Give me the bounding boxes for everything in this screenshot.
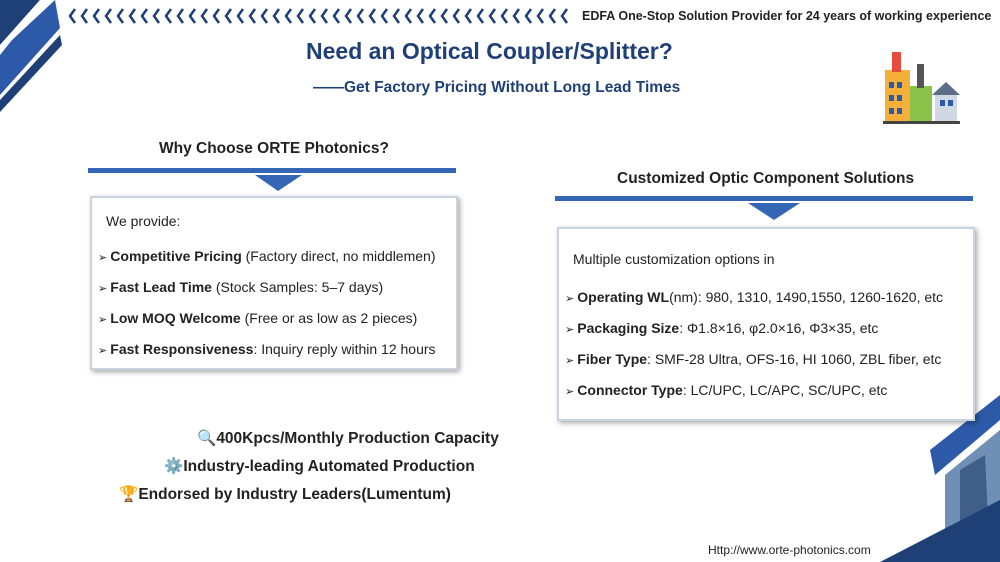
- list-item: ➢ Competitive Pricing (Factory direct, n…: [98, 248, 435, 264]
- intro: We provide:: [106, 213, 181, 229]
- item-detail: (Factory direct, no middlemen): [241, 248, 436, 264]
- chevron: [512, 8, 521, 24]
- chevron: [68, 8, 77, 24]
- item-detail: (Stock Samples: 5–7 days): [211, 279, 384, 295]
- chevron: [392, 8, 401, 24]
- chevron: [224, 8, 233, 24]
- intro: Multiple customization options in: [573, 251, 775, 267]
- tagline: EDFA One-Stop Solution Provider for 24 y…: [582, 9, 992, 23]
- chevron: [320, 8, 329, 24]
- item-label: Fiber Type: [577, 351, 648, 367]
- chevron: [296, 8, 305, 24]
- highlight: 🏆Endorsed by Industry Leaders(Lumentum): [119, 485, 451, 504]
- highlight-text: Endorsed by Industry Leaders(Lumentum): [138, 486, 451, 503]
- chevron: [380, 8, 389, 24]
- item-detail: : Φ1.8×16, φ2.0×16, Φ3×35, etc: [679, 320, 879, 336]
- chevron: [488, 8, 497, 24]
- chevron: [308, 8, 317, 24]
- item-detail: (nm): 980, 1310, 1490,1550, 1260-1620, e…: [669, 289, 944, 305]
- chevron: [440, 8, 449, 24]
- right-box: Multiple customization options in ➢ Oper…: [557, 227, 975, 421]
- chevron: [260, 8, 269, 24]
- item-detail: : SMF-28 Ultra, OFS-16, HI 1060, ZBL fib…: [647, 351, 942, 367]
- chevron: [212, 8, 221, 24]
- item-label: Connector Type: [577, 382, 683, 398]
- highlight: 🔍400Kpcs/Monthly Production Capacity: [197, 429, 499, 448]
- highlight: ⚙️Industry-leading Automated Production: [164, 457, 475, 476]
- chevron: [344, 8, 353, 24]
- bullet: ➢: [565, 355, 578, 367]
- highlight-text: 400Kpcs/Monthly Production Capacity: [216, 430, 499, 447]
- bullet: ➢: [565, 293, 578, 305]
- chevron: [200, 8, 209, 24]
- item-label: Packaging Size: [577, 320, 680, 336]
- chevron: [548, 8, 557, 24]
- chevron: [104, 8, 113, 24]
- list-item: ➢ Packaging Size: Φ1.8×16, φ2.0×16, Φ3×3…: [565, 320, 878, 336]
- chevron: [140, 8, 149, 24]
- chevron: [404, 8, 413, 24]
- highlight-icon: ⚙️: [164, 458, 184, 475]
- chevron: [128, 8, 137, 24]
- chevron: [428, 8, 437, 24]
- chevron: [560, 8, 569, 24]
- item-detail: : LC/UPC, LC/APC, SC/UPC, etc: [682, 382, 888, 398]
- list-item: ➢ Fast Lead Time (Stock Samples: 5–7 day…: [98, 279, 383, 295]
- bullet: ➢: [565, 324, 578, 336]
- chevron: [164, 8, 173, 24]
- list-item: ➢ Operating WL(nm): 980, 1310, 1490,1550…: [565, 289, 943, 305]
- right-heading: Customized Optic Component Solutions: [617, 170, 915, 187]
- chevron: [248, 8, 257, 24]
- left-box: We provide: ➢ Competitive Pricing (Facto…: [90, 196, 458, 370]
- item-label: Competitive Pricing: [110, 248, 242, 264]
- item-detail: : Inquiry reply within 12 hours: [253, 341, 436, 357]
- chevron: [416, 8, 425, 24]
- highlight-icon: 🏆: [119, 486, 139, 503]
- item-label: Low MOQ Welcome: [110, 310, 241, 326]
- left-heading: Why Choose ORTE Photonics?: [159, 140, 389, 157]
- chevron: [116, 8, 125, 24]
- bullet: ➢: [98, 252, 111, 264]
- item-label: Fast Responsiveness: [110, 341, 254, 357]
- bullet: ➢: [565, 386, 578, 398]
- chevron: [524, 8, 533, 24]
- list-item: ➢ Fast Responsiveness: Inquiry reply wit…: [98, 341, 436, 357]
- item-detail: (Free or as low as 2 pieces): [240, 310, 418, 326]
- list-item: ➢ Fiber Type: SMF-28 Ultra, OFS-16, HI 1…: [565, 351, 941, 367]
- bullet: ➢: [98, 345, 111, 357]
- bullet: ➢: [98, 283, 111, 295]
- chevron: [464, 8, 473, 24]
- chevron: [332, 8, 341, 24]
- chevron: [272, 8, 281, 24]
- chevron: [368, 8, 377, 24]
- highlight-text: Industry-leading Automated Production: [183, 458, 475, 475]
- subtitle: ——Get Factory Pricing Without Long Lead …: [313, 79, 681, 96]
- chevron: [536, 8, 545, 24]
- item-label: Fast Lead Time: [110, 279, 212, 295]
- footer-url: Http://www.orte-photonics.com: [708, 543, 871, 557]
- title: Need an Optical Coupler/Splitter?: [306, 38, 673, 64]
- chevron: [176, 8, 185, 24]
- chevron: [188, 8, 197, 24]
- chevron: [476, 8, 485, 24]
- chevron: [284, 8, 293, 24]
- item-label: Operating WL: [577, 289, 670, 305]
- highlight-icon: 🔍: [197, 430, 217, 447]
- list-item: ➢ Connector Type: LC/UPC, LC/APC, SC/UPC…: [565, 382, 887, 398]
- chevron: [356, 8, 365, 24]
- bullet: ➢: [98, 314, 111, 326]
- chevron: [92, 8, 101, 24]
- chevron: [452, 8, 461, 24]
- chevron: [236, 8, 245, 24]
- chevron: [152, 8, 161, 24]
- list-item: ➢ Low MOQ Welcome (Free or as low as 2 p…: [98, 310, 417, 326]
- chevron: [80, 8, 89, 24]
- chevron: [500, 8, 509, 24]
